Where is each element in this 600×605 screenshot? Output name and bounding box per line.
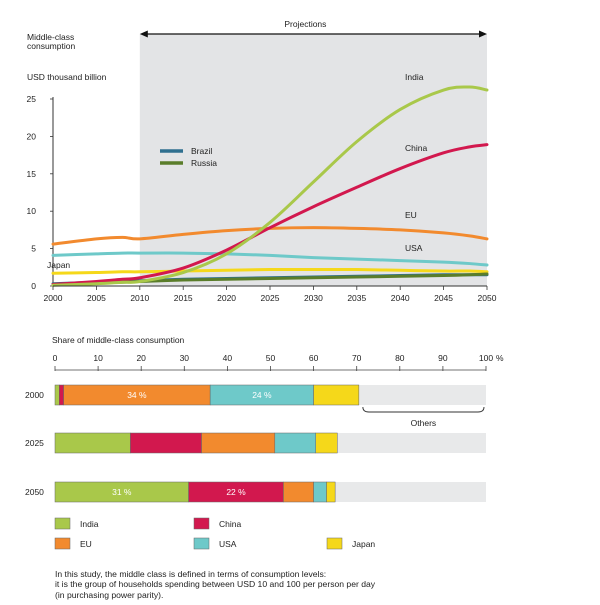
y-tick-label: 0	[31, 281, 36, 291]
footnote-line: (in purchasing power parity).	[55, 589, 164, 600]
legend-swatch-eu	[54, 537, 71, 550]
x-tick-label: 2030	[304, 293, 323, 303]
legend-swatch-china	[193, 517, 210, 530]
others-bracket	[362, 406, 485, 413]
bar-x-tick-label: 80	[395, 353, 405, 363]
legend-label-usa: USA	[219, 539, 237, 549]
bar-x-tick-label: 50	[266, 353, 276, 363]
chart-title-line: Middle-class	[27, 32, 74, 42]
bar-segment-usa	[313, 481, 327, 503]
bar-segment-china	[59, 384, 64, 406]
series-line-india	[51, 85, 489, 287]
others-label: Others	[411, 418, 437, 428]
series-label-usa: USA	[405, 243, 423, 253]
y-tick-label: 5	[31, 244, 36, 254]
footnote-line: it is the group of households spending b…	[55, 579, 376, 590]
bar-data-label: 24 %	[252, 390, 272, 400]
bar-segment-eu	[201, 432, 276, 454]
legend-swatch-japan	[326, 537, 343, 550]
legend-label-china: China	[219, 519, 241, 529]
bar-category-label: 2000	[25, 390, 44, 400]
bar-x-tick-label: 20	[136, 353, 146, 363]
footnote: In this study, the middle class is defin…	[55, 569, 575, 600]
x-tick-label: 2045	[434, 293, 453, 303]
bar-x-tick-label: 30	[180, 353, 190, 363]
x-tick-label: 2025	[261, 293, 280, 303]
series-line-japan	[51, 267, 489, 275]
bar-x-tick-label: 0	[53, 353, 58, 363]
series-label-eu: EU	[405, 210, 417, 220]
chart-title-line: consumption	[27, 41, 75, 51]
bar-segment-eu	[283, 481, 314, 503]
bar-x-tick-label: 10	[93, 353, 103, 363]
series-label-japan: Japan	[47, 260, 70, 270]
footnote-line: In this study, the middle class is defin…	[55, 569, 327, 579]
bar-segment-japan	[315, 432, 338, 454]
bar-segment-usa	[274, 432, 317, 454]
projection-arrow-left-icon	[139, 30, 148, 38]
legend-label-eu: EU	[80, 539, 92, 549]
x-tick-label: 2005	[87, 293, 106, 303]
y-tick-label: 10	[27, 206, 37, 216]
y-axis-label: USD thousand billion	[27, 72, 107, 82]
projection-arrow-right-icon	[479, 30, 487, 38]
legend-swatch-usa	[193, 537, 210, 550]
bar-segment-china	[130, 432, 202, 454]
bar-segment-japan	[313, 384, 360, 406]
legend-swatch-india	[54, 517, 71, 530]
y-tick-label: 25	[27, 94, 37, 104]
bar-x-tick-label: 90	[438, 353, 448, 363]
bar-x-tick-label: 40	[223, 353, 233, 363]
x-tick-label: 2035	[347, 293, 366, 303]
x-tick-label: 2010	[130, 293, 149, 303]
x-tick-label: 2040	[391, 293, 410, 303]
series-label-india: India	[405, 72, 424, 82]
legend-label-india: India	[80, 519, 99, 529]
series-label-china: China	[405, 143, 427, 153]
projection-band	[139, 34, 488, 286]
bar-chart-title: Share of middle-class consumption	[52, 335, 185, 345]
bar-data-label: 22 %	[226, 487, 246, 497]
bar-data-label: 34 %	[127, 390, 147, 400]
x-tick-label: 2015	[174, 293, 193, 303]
bar-x-unit-label: %	[496, 353, 504, 363]
series-line-china	[51, 143, 489, 287]
y-tick-label: 20	[27, 131, 37, 141]
bar-x-tick-label: 70	[352, 353, 362, 363]
bar-data-label: 31 %	[112, 487, 132, 497]
bar-segment-japan	[326, 481, 336, 503]
x-tick-label: 2050	[478, 293, 497, 303]
x-tick-label: 2000	[44, 293, 63, 303]
x-tick-label: 2020	[217, 293, 236, 303]
y-tick-label: 15	[27, 169, 37, 179]
bar-category-label: 2025	[25, 438, 44, 448]
legend-label-japan: Japan	[352, 539, 375, 549]
bar-segment-india	[54, 432, 131, 454]
series-line-usa	[51, 251, 489, 267]
bar-x-tick-label: 100	[479, 353, 493, 363]
legend-label-russia: Russia	[191, 158, 217, 168]
bar-segment-india	[54, 384, 60, 406]
bar-category-label: 2050	[25, 487, 44, 497]
legend-label-brazil: Brazil	[191, 146, 212, 156]
stacked-bar-chart: Share of middle-class consumption 0 10 20 30…	[25, 335, 504, 550]
projection-label: Projections	[284, 19, 326, 29]
bar-x-tick-label: 60	[309, 353, 319, 363]
